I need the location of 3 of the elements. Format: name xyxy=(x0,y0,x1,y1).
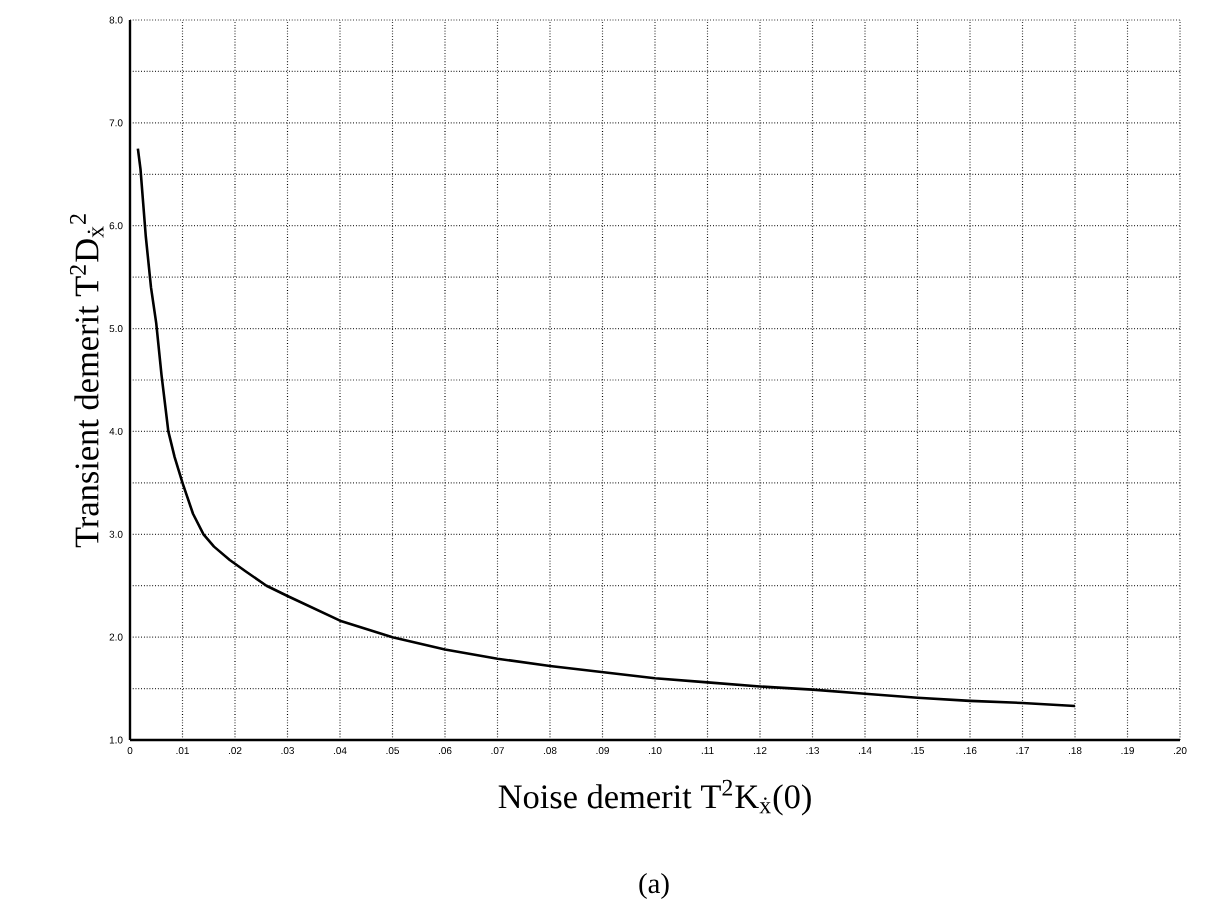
y-axis-title: Transient demerit T$^{2}$D$_{ẋ}$2 xyxy=(69,214,104,548)
x-axis-title: Noise demerit T$^{2}$K$_{ẋ}$(0) xyxy=(498,779,811,816)
text: (a) xyxy=(639,872,669,899)
